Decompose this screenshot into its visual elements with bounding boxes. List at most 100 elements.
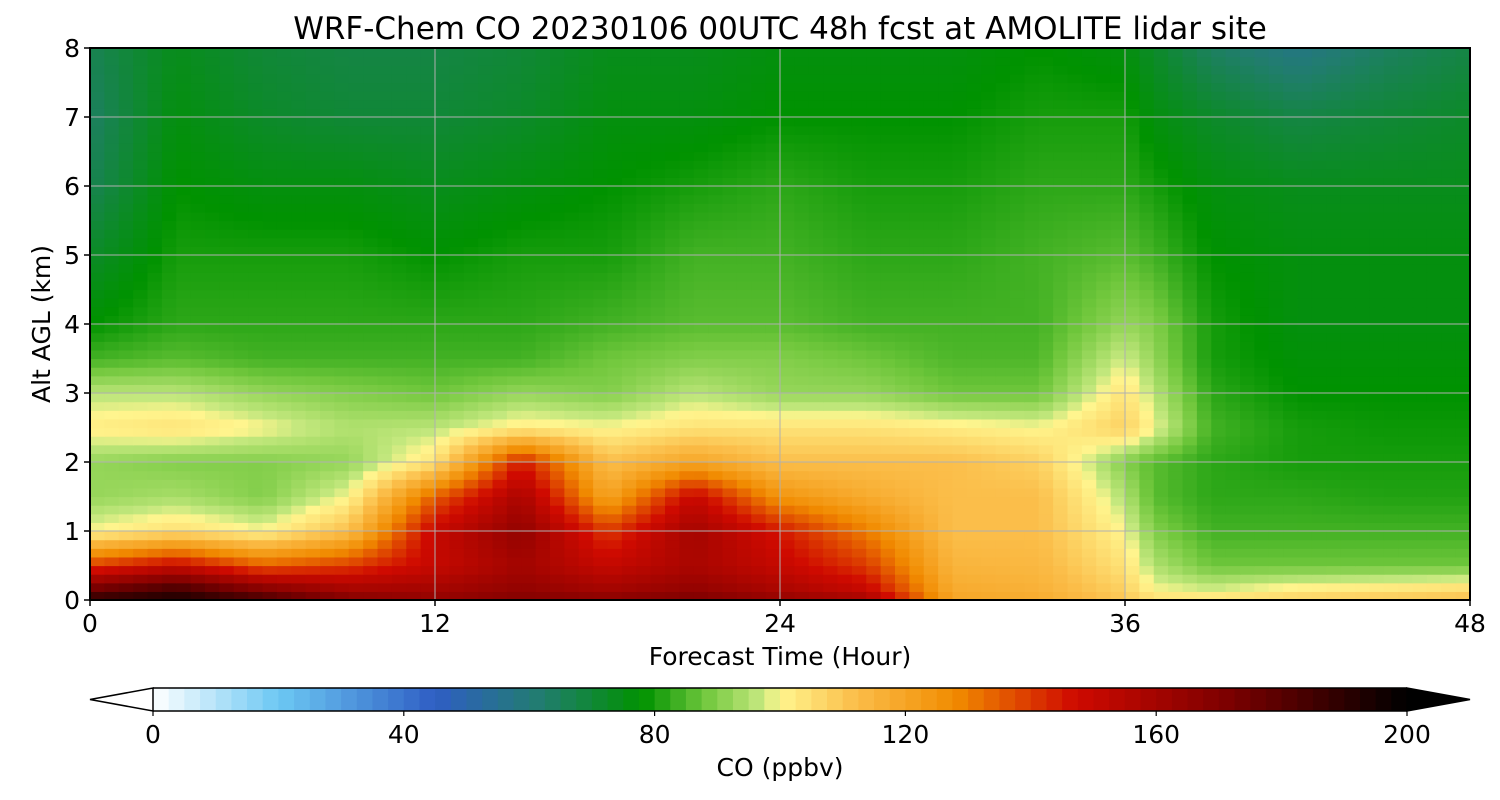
heatmap-cell: [938, 324, 954, 334]
heatmap-cell: [334, 255, 350, 265]
heatmap-cell: [305, 186, 321, 196]
heatmap-cell: [1283, 574, 1299, 584]
heatmap-cell: [665, 203, 680, 213]
heatmap-cell: [248, 470, 264, 480]
heatmap-cell: [161, 453, 177, 463]
heatmap-cell: [104, 487, 120, 498]
heatmap-cell: [1139, 453, 1155, 463]
heatmap-cell: [1139, 255, 1155, 265]
heatmap-cell: [1096, 177, 1112, 187]
heatmap-cell: [923, 453, 939, 463]
heatmap-cell: [176, 556, 192, 567]
heatmap-cell: [1196, 375, 1212, 385]
heatmap-cell: [1369, 591, 1385, 601]
heatmap-cell: [837, 306, 853, 316]
heatmap-cell: [1297, 194, 1313, 204]
heatmap-cell: [176, 332, 192, 342]
heatmap-cell: [348, 556, 364, 567]
heatmap-cell: [1254, 272, 1270, 282]
heatmap-cell: [794, 410, 810, 420]
heatmap-cell: [219, 582, 235, 592]
heatmap-cell: [981, 367, 997, 377]
heatmap-cell: [363, 332, 379, 342]
heatmap-cell: [981, 591, 997, 601]
heatmap-cell: [1182, 358, 1198, 368]
heatmap-cell: [909, 229, 925, 239]
heatmap-cell: [104, 272, 120, 282]
heatmap-cell: [492, 513, 508, 523]
heatmap-cell: [952, 203, 968, 213]
heatmap-cell: [1254, 349, 1270, 360]
heatmap-cell: [104, 246, 120, 256]
heatmap-cell: [880, 367, 896, 377]
heatmap-cell: [305, 384, 321, 394]
heatmap-cell: [1211, 151, 1227, 161]
heatmap-cell: [363, 470, 379, 480]
heatmap-cell: [492, 539, 508, 549]
heatmap-cell: [593, 177, 609, 187]
heatmap-cell: [1024, 211, 1040, 222]
heatmap-cell: [1268, 565, 1284, 575]
heatmap-cell: [1326, 591, 1342, 601]
heatmap-cell: [535, 203, 551, 213]
heatmap-cell: [1096, 349, 1112, 360]
heatmap-cell: [1455, 367, 1471, 377]
heatmap-cell: [679, 160, 695, 170]
heatmap-cell: [1125, 177, 1140, 187]
heatmap-cell: [1010, 367, 1025, 377]
heatmap-cell: [1182, 220, 1198, 230]
heatmap-cell: [1283, 401, 1299, 411]
heatmap-cell: [650, 418, 666, 429]
heatmap-cell: [1426, 410, 1442, 420]
heatmap-cell: [995, 436, 1011, 446]
heatmap-cell: [233, 393, 249, 403]
heatmap-cell: [1441, 315, 1457, 325]
heatmap-cell: [1067, 582, 1083, 592]
heatmap-cell: [1168, 194, 1184, 204]
heatmap-cell: [1311, 574, 1327, 584]
heatmap-cell: [535, 246, 551, 256]
heatmap-cell: [161, 556, 177, 567]
heatmap-cell: [808, 513, 824, 523]
heatmap-cell: [391, 220, 407, 230]
heatmap-cell: [205, 531, 220, 541]
heatmap-cell: [1326, 582, 1342, 592]
heatmap-cell: [435, 401, 450, 411]
heatmap-cell: [621, 332, 637, 342]
heatmap-cell: [233, 410, 249, 420]
heatmap-cell: [305, 418, 321, 429]
heatmap-cell: [1182, 522, 1198, 532]
heatmap-cell: [1196, 444, 1212, 454]
heatmap-cell: [1125, 427, 1140, 437]
heatmap-cell: [607, 384, 623, 394]
heatmap-cell: [837, 237, 853, 247]
heatmap-cell: [147, 349, 163, 360]
heatmap-cell: [1081, 539, 1097, 549]
heatmap-cell: [1240, 246, 1255, 256]
heatmap-cell: [765, 410, 781, 420]
heatmap-cell: [564, 470, 580, 480]
heatmap-cell: [463, 487, 479, 498]
heatmap-cell: [1283, 531, 1299, 541]
heatmap-cell: [1412, 246, 1428, 256]
heatmap-cell: [1110, 186, 1126, 196]
heatmap-cell: [90, 220, 105, 230]
heatmap-cell: [1081, 462, 1097, 472]
heatmap-cell: [593, 203, 609, 213]
heatmap-cell: [1369, 470, 1385, 480]
heatmap-cell: [1326, 548, 1342, 558]
heatmap-cell: [1081, 168, 1097, 178]
heatmap-cell: [593, 427, 609, 437]
heatmap-cell: [377, 531, 393, 541]
heatmap-cell: [463, 263, 479, 273]
heatmap-cell: [1297, 401, 1313, 411]
heatmap-cell: [348, 393, 364, 403]
heatmap-cell: [895, 375, 910, 385]
heatmap-cell: [276, 151, 292, 161]
heatmap-cell: [521, 211, 537, 222]
heatmap-cell: [406, 410, 422, 420]
heatmap-cell: [391, 487, 407, 498]
heatmap-cell: [262, 436, 278, 446]
heatmap-cell: [262, 220, 278, 230]
heatmap-cell: [1326, 272, 1342, 282]
